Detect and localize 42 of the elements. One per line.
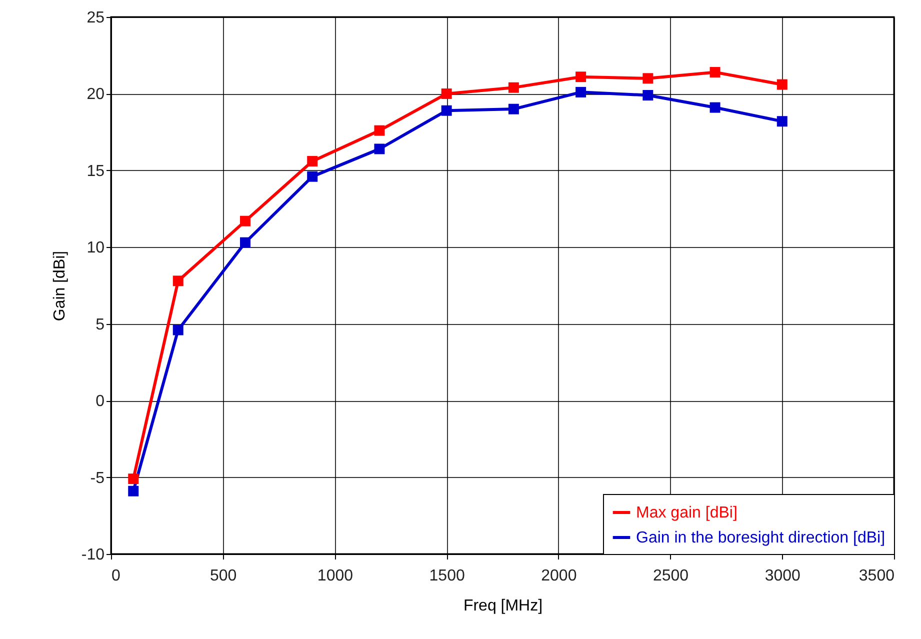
point (441, 105, 452, 116)
point (508, 82, 519, 93)
legend-label: Max gain [dBi] (636, 504, 738, 522)
point (576, 86, 586, 98)
x-axis-title: Freq [MHz] (463, 598, 543, 614)
y-tick-label: 0 (96, 393, 105, 410)
x-tick-label: 3000 (764, 568, 801, 584)
y-tick-label: 10 (86, 240, 105, 257)
point (642, 90, 654, 100)
point (508, 104, 519, 114)
y-tick-label: -10 (81, 546, 105, 564)
y-tick-label: 5 (96, 316, 105, 334)
x-tick-label: 2500 (652, 568, 689, 584)
point (441, 88, 452, 99)
point (776, 116, 788, 127)
point (642, 73, 654, 84)
y-tick-label: 20 (86, 86, 105, 104)
point (240, 237, 250, 248)
point (710, 66, 720, 78)
y-tick-label: 25 (86, 10, 105, 26)
y-tick-label: -5 (90, 470, 105, 487)
point (172, 324, 184, 336)
point (240, 216, 250, 226)
x-tick-label: 3500 (858, 568, 895, 584)
point (576, 72, 586, 82)
x-tick-label: 1500 (429, 568, 465, 584)
point (776, 79, 788, 90)
point (307, 156, 318, 166)
x-tick-label: 0 (112, 568, 120, 584)
y-tick-label: 15 (86, 162, 105, 180)
x-tick-label: 500 (210, 568, 237, 584)
x-tick-label: 2000 (541, 568, 577, 584)
point (374, 144, 385, 154)
y-axis-title: Gain [dBi] (51, 250, 68, 322)
point (128, 486, 139, 496)
point (307, 171, 318, 182)
point (128, 474, 139, 484)
point (374, 125, 385, 136)
point (710, 102, 720, 113)
legend-label: Gain in the boresight direction [dBi] (636, 530, 886, 546)
point (172, 276, 184, 286)
x-tick-label: 1000 (317, 568, 354, 584)
